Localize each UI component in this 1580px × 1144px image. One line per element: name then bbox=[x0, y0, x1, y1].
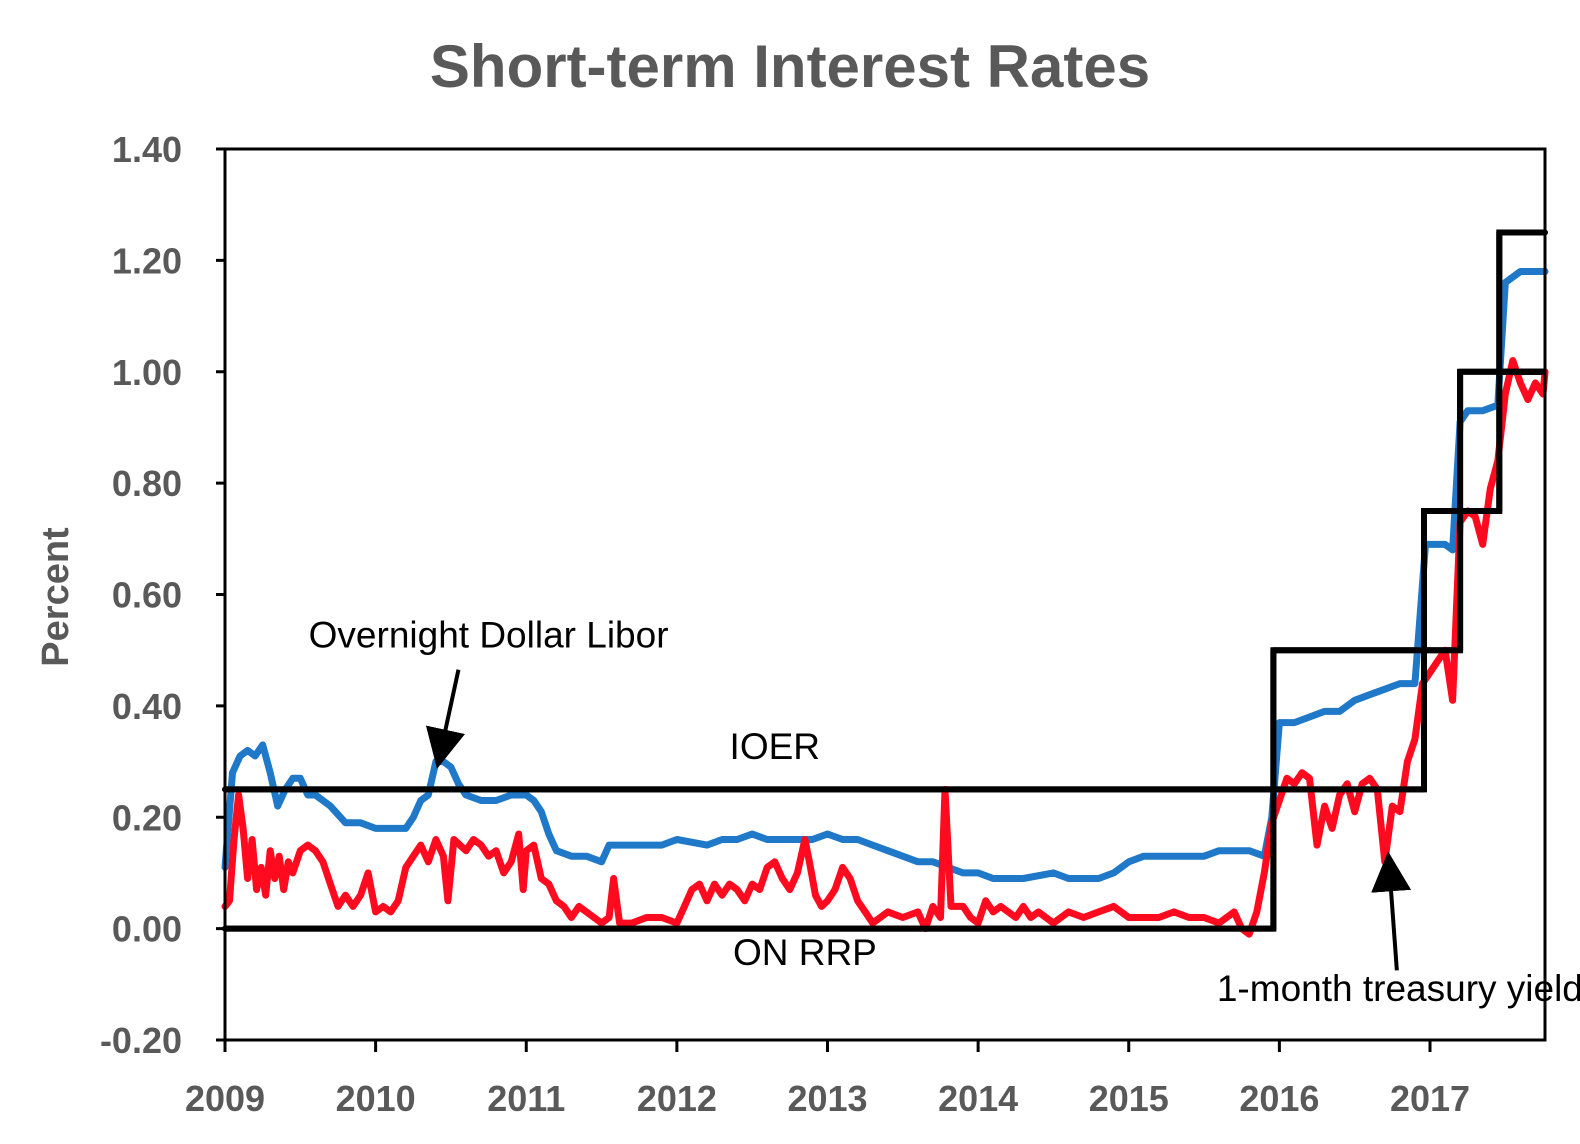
y-tick-label: 0.20 bbox=[112, 797, 182, 838]
x-tick-label: 2011 bbox=[487, 1078, 565, 1119]
series-layer bbox=[221, 229, 1549, 938]
y-tick-label: 0.80 bbox=[112, 463, 182, 504]
y-tick-label: -0.20 bbox=[100, 1020, 182, 1061]
annotation-arrow bbox=[425, 669, 466, 769]
x-tick-label: 2012 bbox=[637, 1078, 717, 1119]
y-tick-label: 0.60 bbox=[112, 575, 182, 616]
y-tick-label: 1.00 bbox=[112, 352, 182, 393]
annotation-arrow bbox=[1371, 851, 1412, 971]
x-tick-label: 2017 bbox=[1390, 1078, 1470, 1119]
x-tick-label: 2016 bbox=[1239, 1078, 1319, 1119]
y-axis-label: Percent bbox=[35, 527, 77, 667]
plot-frame bbox=[223, 147, 1547, 1042]
x-tick-label: 2014 bbox=[938, 1078, 1018, 1119]
x-tick-label: 2015 bbox=[1089, 1078, 1169, 1119]
y-ticks: -0.20 0.00 0.20 0.40 0.60 0.80 1.00 1.20 1.40 bbox=[100, 129, 225, 1061]
y-tick-label: 1.40 bbox=[112, 129, 182, 170]
chart-title: Short-term Interest Rates bbox=[430, 33, 1150, 100]
annotation-label: Overnight Dollar Libor bbox=[309, 614, 669, 655]
y-tick-label: 0.00 bbox=[112, 909, 182, 950]
series-line-ioer bbox=[222, 368, 1548, 793]
y-tick-label: 0.40 bbox=[112, 686, 182, 727]
step-line-overlay bbox=[225, 368, 1545, 793]
annotation-label: 1-month treasury yield bbox=[1217, 968, 1580, 1009]
annotation-layer: Overnight Dollar Libor IOER ON RRP 1-month … bbox=[309, 614, 1580, 1009]
step-line-overlay bbox=[225, 368, 1545, 932]
y-tick-label: 1.20 bbox=[112, 240, 182, 281]
annotation-label: ON RRP bbox=[733, 932, 877, 973]
x-tick-label: 2009 bbox=[185, 1078, 265, 1119]
x-tick-label: 2013 bbox=[787, 1078, 867, 1119]
step-line-overlay bbox=[1496, 229, 1545, 372]
x-ticks: 2009 2010 2011 2012 2013 2014 2015 2016 2017 bbox=[185, 1040, 1470, 1119]
annotation-label: IOER bbox=[730, 726, 820, 767]
x-tick-label: 2010 bbox=[336, 1078, 416, 1119]
